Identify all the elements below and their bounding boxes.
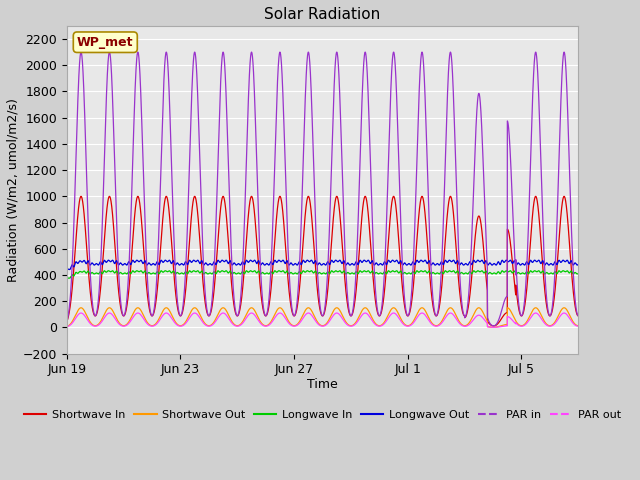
Shortwave Out xyxy=(560,305,568,311)
Longwave Out xyxy=(63,268,70,274)
PAR in xyxy=(234,312,242,317)
PAR in xyxy=(575,313,582,319)
Longwave Out xyxy=(154,261,162,266)
Longwave In xyxy=(569,270,577,276)
PAR in xyxy=(154,240,162,246)
Y-axis label: Radiation (W/m2, umol/m2/s): Radiation (W/m2, umol/m2/s) xyxy=(7,98,20,282)
PAR out xyxy=(157,314,165,320)
PAR in xyxy=(63,319,70,324)
Shortwave In xyxy=(63,319,70,324)
Shortwave Out xyxy=(154,317,162,323)
Longwave Out xyxy=(84,258,92,264)
PAR in xyxy=(560,49,568,55)
Shortwave Out xyxy=(489,324,497,330)
Shortwave In xyxy=(569,282,577,288)
Shortwave In xyxy=(154,274,162,280)
PAR in xyxy=(157,151,165,157)
Shortwave In xyxy=(490,323,497,329)
Longwave In xyxy=(445,268,453,274)
Line: PAR out: PAR out xyxy=(67,313,579,327)
Line: Shortwave In: Shortwave In xyxy=(67,196,579,326)
PAR in xyxy=(367,182,375,188)
Longwave In xyxy=(157,268,165,274)
Longwave In xyxy=(63,276,70,282)
Shortwave In xyxy=(560,193,568,199)
Shortwave In xyxy=(234,312,242,318)
Longwave Out xyxy=(569,261,577,267)
PAR in xyxy=(84,202,92,208)
Title: Solar Radiation: Solar Radiation xyxy=(264,7,381,22)
Longwave In xyxy=(154,270,162,276)
PAR out xyxy=(367,316,375,322)
Line: Longwave Out: Longwave Out xyxy=(67,260,579,271)
PAR in xyxy=(490,323,497,329)
Longwave Out xyxy=(575,262,582,267)
Shortwave In xyxy=(84,256,92,262)
PAR out xyxy=(490,324,497,330)
Longwave Out xyxy=(474,257,482,263)
Longwave In xyxy=(575,271,582,276)
Longwave In xyxy=(234,270,242,276)
Shortwave Out xyxy=(575,323,582,329)
PAR out xyxy=(234,323,242,329)
PAR out xyxy=(84,317,92,323)
Shortwave Out xyxy=(569,318,577,324)
Line: Longwave In: Longwave In xyxy=(67,271,579,279)
Shortwave Out xyxy=(84,314,92,320)
Longwave Out xyxy=(367,260,375,265)
Shortwave Out xyxy=(367,313,375,319)
PAR out xyxy=(154,319,162,325)
Legend: Shortwave In, Shortwave Out, Longwave In, Longwave Out, PAR in, PAR out: Shortwave In, Shortwave Out, Longwave In… xyxy=(20,405,625,424)
Shortwave Out xyxy=(234,323,242,328)
Longwave Out xyxy=(234,261,242,266)
Longwave In xyxy=(84,269,92,275)
Longwave Out xyxy=(157,257,165,263)
Shortwave Out xyxy=(157,311,165,317)
X-axis label: Time: Time xyxy=(307,378,338,391)
PAR out xyxy=(560,310,568,316)
Shortwave In xyxy=(157,234,165,240)
Text: WP_met: WP_met xyxy=(77,36,134,49)
PAR in xyxy=(569,257,577,263)
PAR out xyxy=(63,324,70,330)
PAR out xyxy=(575,324,582,329)
PAR out xyxy=(569,320,577,326)
Shortwave In xyxy=(367,248,375,253)
Shortwave Out xyxy=(63,324,70,329)
Line: PAR in: PAR in xyxy=(67,52,579,326)
Line: Shortwave Out: Shortwave Out xyxy=(67,308,579,327)
Shortwave In xyxy=(575,313,582,319)
Longwave In xyxy=(367,270,375,276)
